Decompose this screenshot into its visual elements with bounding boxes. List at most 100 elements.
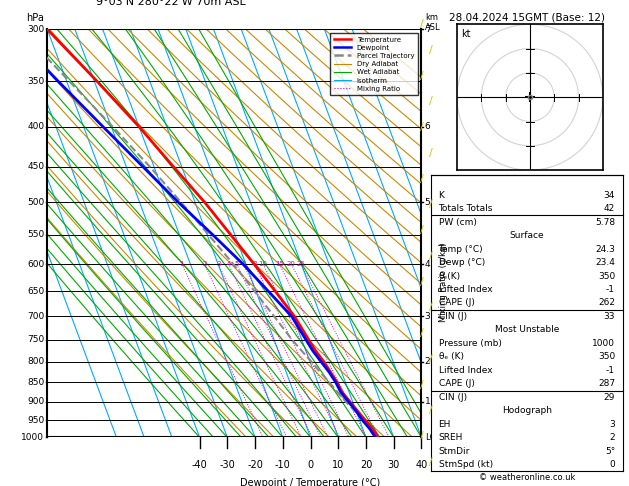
Text: 3: 3 [610, 420, 615, 429]
Text: /: / [420, 431, 424, 441]
Text: 30: 30 [387, 460, 400, 470]
Text: EH: EH [438, 420, 451, 429]
Text: 550: 550 [27, 230, 45, 239]
Text: 25: 25 [296, 261, 305, 267]
Text: Mixing Ratio (g/kg): Mixing Ratio (g/kg) [439, 243, 448, 322]
Text: kt: kt [462, 29, 471, 39]
Text: 350: 350 [598, 352, 615, 362]
Text: PW (cm): PW (cm) [438, 218, 476, 226]
Text: /: / [420, 71, 424, 81]
Text: -10: -10 [275, 460, 291, 470]
Text: -40: -40 [192, 460, 208, 470]
Text: /: / [429, 199, 433, 209]
Text: 10: 10 [332, 460, 345, 470]
Text: 2: 2 [425, 357, 430, 366]
Text: 24.3: 24.3 [595, 244, 615, 254]
Text: 3: 3 [425, 312, 430, 321]
Text: /: / [429, 251, 433, 261]
Text: 1: 1 [180, 261, 184, 267]
Text: 450: 450 [27, 162, 45, 171]
Text: -20: -20 [247, 460, 263, 470]
Text: Hodograph: Hodograph [502, 406, 552, 415]
Text: CAPE (J): CAPE (J) [438, 380, 474, 388]
Text: 7: 7 [425, 25, 430, 34]
Text: 2: 2 [202, 261, 206, 267]
Text: 800: 800 [27, 357, 45, 366]
Text: SREH: SREH [438, 433, 463, 442]
Text: 350: 350 [27, 77, 45, 86]
Text: 23.4: 23.4 [595, 258, 615, 267]
Text: 600: 600 [27, 260, 45, 269]
Text: Most Unstable: Most Unstable [494, 326, 559, 334]
Text: hPa: hPa [26, 13, 45, 23]
Text: -30: -30 [220, 460, 235, 470]
Text: θₑ (K): θₑ (K) [438, 352, 464, 362]
Text: -1: -1 [606, 285, 615, 294]
Text: StmSpd (kt): StmSpd (kt) [438, 460, 493, 469]
Text: km
ASL: km ASL [425, 13, 440, 32]
Text: 900: 900 [27, 397, 45, 406]
Text: Dewpoint / Temperature (°C): Dewpoint / Temperature (°C) [240, 478, 381, 486]
Text: 34: 34 [604, 191, 615, 200]
Text: /: / [429, 354, 433, 364]
Text: /: / [420, 122, 424, 132]
Text: 750: 750 [27, 335, 45, 345]
Text: -1: -1 [606, 366, 615, 375]
Text: StmDir: StmDir [438, 447, 470, 456]
Text: © weatheronline.co.uk: © weatheronline.co.uk [479, 473, 575, 482]
Text: 350: 350 [598, 272, 615, 280]
Text: 10: 10 [259, 261, 267, 267]
Text: 1000: 1000 [21, 433, 45, 442]
Text: /: / [429, 45, 433, 55]
Text: /: / [420, 328, 424, 338]
Text: Temp (°C): Temp (°C) [438, 244, 483, 254]
Text: 950: 950 [27, 416, 45, 424]
Text: 287: 287 [598, 380, 615, 388]
Text: CIN (J): CIN (J) [438, 312, 467, 321]
Text: /: / [420, 380, 424, 389]
Text: /: / [420, 277, 424, 287]
Text: 700: 700 [27, 312, 45, 321]
Text: 0: 0 [610, 460, 615, 469]
Text: 5: 5 [425, 198, 430, 207]
Text: 5°: 5° [605, 447, 615, 456]
Text: 4: 4 [425, 260, 430, 269]
Text: Totals Totals: Totals Totals [438, 204, 493, 213]
Text: 2: 2 [610, 433, 615, 442]
Text: /: / [429, 148, 433, 158]
Text: 500: 500 [27, 198, 45, 207]
Text: /: / [429, 97, 433, 106]
Text: CIN (J): CIN (J) [438, 393, 467, 402]
Text: 33: 33 [604, 312, 615, 321]
Text: 400: 400 [27, 122, 45, 131]
Text: Surface: Surface [509, 231, 544, 240]
Text: K: K [438, 191, 445, 200]
Text: CAPE (J): CAPE (J) [438, 298, 474, 308]
Text: LCL: LCL [425, 433, 440, 442]
Text: Lifted Index: Lifted Index [438, 285, 492, 294]
Text: 1000: 1000 [592, 339, 615, 348]
Text: Lifted Index: Lifted Index [438, 366, 492, 375]
Text: 9°03'N 280°22'W 70m ASL: 9°03'N 280°22'W 70m ASL [96, 0, 245, 7]
Text: 300: 300 [27, 25, 45, 34]
Text: 6: 6 [241, 261, 246, 267]
Text: 20: 20 [287, 261, 296, 267]
Text: 40: 40 [415, 460, 428, 470]
Text: /: / [429, 302, 433, 312]
Text: Dewp (°C): Dewp (°C) [438, 258, 485, 267]
Text: 15: 15 [275, 261, 284, 267]
Text: 4: 4 [226, 261, 231, 267]
Text: 20: 20 [360, 460, 372, 470]
Text: /: / [420, 174, 424, 184]
Text: /: / [420, 225, 424, 235]
Legend: Temperature, Dewpoint, Parcel Trajectory, Dry Adiabat, Wet Adiabat, Isotherm, Mi: Temperature, Dewpoint, Parcel Trajectory… [330, 33, 418, 95]
Text: 8: 8 [252, 261, 257, 267]
Text: /: / [429, 457, 433, 467]
Text: 262: 262 [598, 298, 615, 308]
Text: 0: 0 [308, 460, 314, 470]
Text: 850: 850 [27, 378, 45, 387]
Text: 3: 3 [216, 261, 221, 267]
Text: 42: 42 [604, 204, 615, 213]
Text: /: / [429, 405, 433, 415]
Text: 28.04.2024 15GMT (Base: 12): 28.04.2024 15GMT (Base: 12) [448, 12, 605, 22]
